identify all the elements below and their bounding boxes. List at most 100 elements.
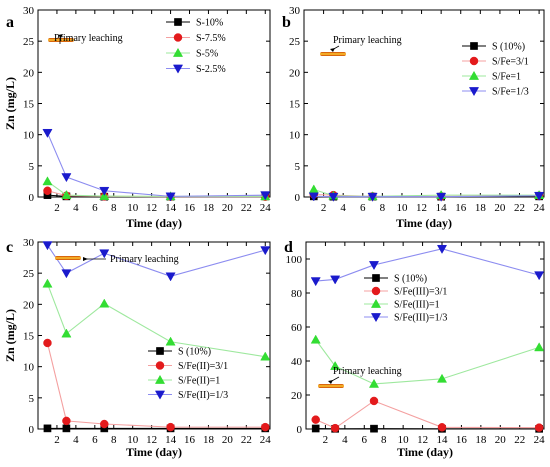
data-point bbox=[43, 338, 52, 348]
x-tick-label: 10 bbox=[398, 434, 410, 446]
x-tick-label: 8 bbox=[381, 434, 387, 446]
legend-label: S-7.5% bbox=[196, 33, 226, 44]
annotation-text: Primary leaching bbox=[333, 35, 402, 46]
legend-marker bbox=[156, 347, 164, 355]
y-tick-label: 5 bbox=[295, 161, 301, 173]
data-point bbox=[330, 423, 340, 433]
x-tick-label: 18 bbox=[203, 202, 215, 214]
legend-label: S/Fe=1 bbox=[492, 72, 521, 83]
y-axis-label: Zn (mg/L) bbox=[3, 77, 17, 130]
x-tick-label: 24 bbox=[260, 434, 272, 446]
x-tick-label: 14 bbox=[165, 202, 177, 214]
y-tick-label: 25 bbox=[23, 36, 35, 48]
data-point bbox=[100, 419, 109, 429]
primary-leaching-bar bbox=[320, 52, 346, 56]
legend-label: S/Fe(II)=1/3 bbox=[178, 390, 228, 401]
legend-marker bbox=[468, 70, 480, 80]
y-tick-label: 5 bbox=[29, 161, 35, 173]
y-tick-label: 5 bbox=[29, 393, 35, 405]
legend-marker bbox=[370, 298, 382, 308]
x-tick-label: 6 bbox=[362, 434, 368, 446]
data-point bbox=[368, 378, 380, 388]
x-tick-label: 20 bbox=[222, 202, 234, 214]
data-point bbox=[308, 192, 319, 202]
data-point bbox=[165, 192, 176, 202]
annotation-arrow-head bbox=[58, 34, 63, 38]
legend-label: S/Fe=1/3 bbox=[492, 87, 529, 98]
x-tick-label: 2 bbox=[54, 202, 60, 214]
legend-marker bbox=[173, 33, 183, 42]
x-tick-label: 4 bbox=[342, 434, 348, 446]
legend-marker bbox=[372, 274, 380, 282]
data-point bbox=[368, 261, 380, 271]
data-point bbox=[61, 328, 72, 338]
x-tick-label: 18 bbox=[475, 434, 487, 446]
x-tick-label: 6 bbox=[92, 202, 98, 214]
legend-label: S/Fe=3/1 bbox=[492, 57, 529, 68]
legend-label: S/Fe(III)=3/1 bbox=[394, 287, 447, 298]
x-tick-label: 12 bbox=[417, 434, 428, 446]
legend-marker bbox=[469, 56, 479, 66]
data-point bbox=[99, 298, 110, 308]
x-tick-label: 24 bbox=[534, 202, 546, 214]
data-point bbox=[99, 249, 110, 259]
y-tick-label: 20 bbox=[23, 67, 35, 79]
x-tick-label: 22 bbox=[514, 202, 525, 214]
x-tick-label: 14 bbox=[437, 434, 449, 446]
x-tick-label: 22 bbox=[241, 434, 252, 446]
data-point bbox=[43, 186, 52, 196]
x-tick-label: 2 bbox=[323, 434, 329, 446]
y-tick-label: 0 bbox=[297, 424, 303, 436]
y-tick-label: 20 bbox=[23, 299, 35, 311]
series-line bbox=[46, 342, 266, 428]
legend-label: S/Fe(III)=1/3 bbox=[394, 313, 447, 324]
x-tick-label: 16 bbox=[184, 202, 196, 214]
legend-label: S (10%) bbox=[178, 347, 211, 358]
x-tick-label: 20 bbox=[495, 434, 507, 446]
x-tick-label: 10 bbox=[396, 202, 408, 214]
data-point bbox=[330, 275, 341, 285]
x-tick-label: 12 bbox=[146, 434, 157, 446]
y-tick-label: 30 bbox=[23, 237, 35, 249]
x-tick-label: 14 bbox=[165, 434, 177, 446]
x-tick-label: 24 bbox=[260, 202, 272, 214]
y-tick-label: 25 bbox=[23, 268, 35, 280]
data-point bbox=[534, 423, 544, 432]
y-tick-label: 0 bbox=[295, 192, 301, 204]
x-tick-label: 16 bbox=[455, 202, 467, 214]
series-line bbox=[315, 248, 540, 282]
primary-leaching-bar bbox=[48, 38, 74, 42]
data-point bbox=[367, 192, 378, 202]
y-tick-label: 10 bbox=[23, 130, 35, 142]
x-tick-label: 20 bbox=[494, 202, 506, 214]
x-tick-label: 10 bbox=[127, 202, 139, 214]
annotation-text: Primary leaching bbox=[110, 254, 179, 265]
x-axis-label: Time (day) bbox=[396, 216, 452, 230]
data-point bbox=[166, 422, 175, 432]
data-point bbox=[165, 272, 176, 282]
x-tick-label: 8 bbox=[111, 202, 117, 214]
x-axis-label: Time (day) bbox=[397, 445, 453, 459]
x-tick-label: 14 bbox=[436, 202, 448, 214]
data-point bbox=[61, 190, 72, 199]
data-point bbox=[436, 192, 447, 202]
y-tick-label: 30 bbox=[289, 5, 301, 17]
data-point bbox=[260, 246, 271, 256]
legend-marker bbox=[172, 64, 184, 74]
legend-marker bbox=[154, 390, 166, 400]
x-tick-label: 12 bbox=[146, 202, 157, 214]
y-tick-label: 15 bbox=[23, 99, 35, 111]
y-tick-label: 0 bbox=[29, 424, 35, 436]
y-tick-label: 40 bbox=[291, 356, 303, 368]
data-point bbox=[436, 244, 448, 254]
data-point bbox=[62, 416, 71, 426]
x-tick-label: 12 bbox=[416, 202, 427, 214]
primary-leaching-bar bbox=[318, 384, 344, 388]
annotation-arrow-head bbox=[330, 48, 335, 52]
legend-marker bbox=[371, 286, 381, 296]
x-tick-label: 8 bbox=[111, 434, 117, 446]
data-point bbox=[42, 241, 53, 251]
legend-marker bbox=[370, 313, 382, 323]
